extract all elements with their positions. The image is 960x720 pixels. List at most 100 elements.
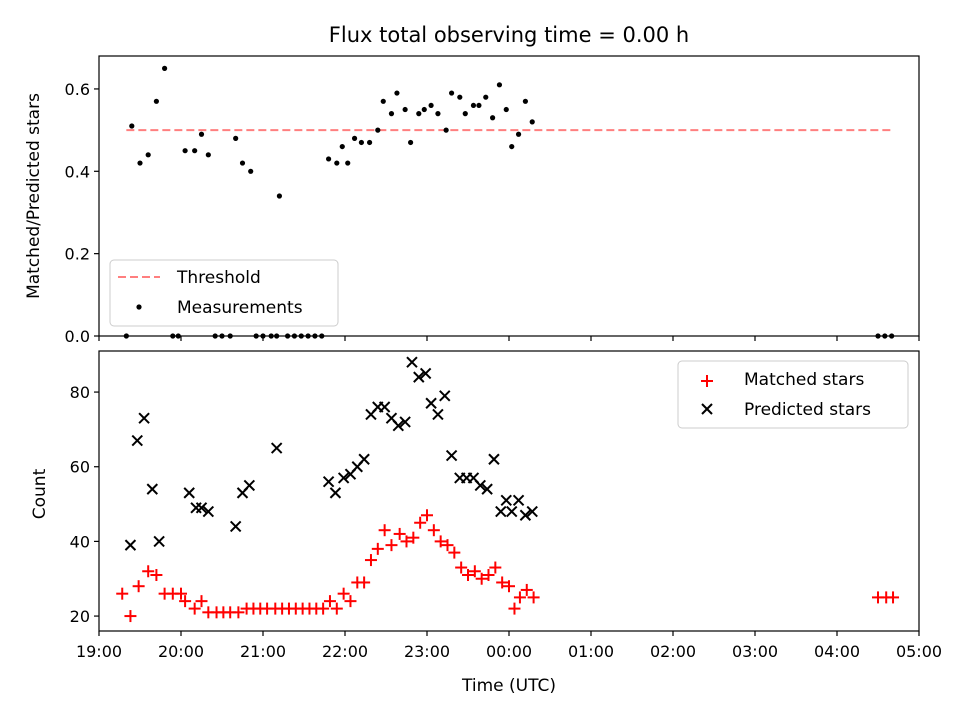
matched-star-point: [400, 535, 413, 548]
top-y-axis-ticks: 0.0 0.2 0.4 0.6: [65, 80, 99, 346]
predicted-star-point: [195, 502, 208, 514]
matched-star-point: [448, 546, 461, 559]
measurement-point: [529, 119, 535, 125]
measurement-point: [388, 111, 395, 117]
predicted-star-point: [243, 479, 256, 492]
measurement-point: [490, 115, 496, 121]
measurement-point: [192, 148, 198, 154]
measurement-point: [367, 139, 373, 146]
matched-star-point: [393, 527, 406, 540]
legend-predicted-swatch: [701, 403, 713, 415]
measurement-point: [394, 90, 400, 96]
predicted-star-point: [445, 449, 458, 462]
matched-star-point: [330, 602, 343, 615]
top-y-tick-label: 0.4: [65, 162, 90, 181]
predicted-star-point: [406, 356, 418, 368]
predicted-star-point: [432, 408, 444, 421]
predicted-star-point: [495, 505, 507, 518]
matched-star-point: [378, 524, 391, 537]
matched-star-point: [520, 583, 533, 596]
matched-star-point: [427, 524, 440, 537]
matched-star-point: [150, 569, 163, 581]
predicted-star-point: [506, 505, 518, 518]
predicted-star-point: [153, 535, 165, 548]
predicted-star-point: [138, 412, 150, 424]
matched-star-point: [232, 606, 245, 619]
predicted-star-point: [500, 494, 512, 507]
matched-star-point: [132, 580, 145, 593]
measurement-point: [428, 102, 434, 109]
bottom-y-axis-label: Count: [30, 468, 50, 519]
measurement-point: [470, 102, 477, 109]
measurement-point: [198, 131, 205, 137]
predicted-star-point: [202, 505, 215, 518]
measurement-point: [351, 135, 358, 141]
x-tick-label: 05:00: [896, 642, 942, 661]
bottom-y-tick-label: 20: [70, 607, 90, 626]
measurement-point: [248, 168, 254, 174]
matched-star-point: [475, 572, 488, 585]
legend-measurements-swatch: [136, 304, 142, 310]
measurement-point: [145, 152, 151, 158]
predicted-star-point: [488, 453, 500, 465]
matched-star-point: [887, 591, 900, 604]
measurement-point: [334, 160, 340, 166]
x-tick-label: 22:00: [322, 642, 368, 661]
x-tick-label: 20:00: [158, 642, 204, 661]
predicted-star-point: [439, 390, 451, 402]
predicted-star-point: [481, 483, 493, 495]
matched-star-point: [175, 587, 187, 600]
measurement-point: [239, 160, 246, 166]
bottom-x-axis-ticks: 19:00 20:00 21:00 22:00 23:00 00:00 01:00 02:00…: [76, 631, 942, 661]
legend-matched-swatch: [701, 375, 713, 387]
measurement-point: [276, 193, 282, 199]
matched-star-point: [358, 576, 371, 589]
x-tick-label: 21:00: [240, 642, 286, 661]
matched-star-point: [195, 595, 208, 608]
bottom-y-tick-label: 60: [70, 458, 90, 477]
matched-star-point: [179, 595, 192, 608]
legend-measurements-label: Measurements: [177, 298, 303, 318]
matched-stars-layer: [116, 509, 900, 623]
matched-star-point: [503, 580, 515, 593]
matched-star-point: [124, 610, 137, 623]
predicted-star-point: [512, 494, 525, 507]
predicted-star-point: [229, 520, 242, 533]
measurement-point: [326, 156, 332, 162]
bottom-y-tick-label: 40: [70, 532, 90, 551]
x-axis-label: Time (UTC): [461, 676, 556, 696]
bottom-y-axis-ticks: 20 40 60 80: [70, 383, 99, 626]
legend-predicted-label: Predicted stars: [744, 400, 871, 420]
bottom-y-tick-label: 80: [70, 383, 90, 402]
predicted-star-point: [399, 416, 411, 428]
bottom-panel: 20 40 60 80 19:00 20:00 21:00 22:00 23:00 00:00 0…: [30, 350, 942, 696]
top-y-tick-label: 0.0: [65, 327, 90, 346]
measurement-point: [416, 111, 422, 117]
measurement-point: [153, 98, 159, 104]
x-tick-label: 01:00: [568, 642, 614, 661]
matched-star-point: [421, 509, 433, 522]
matched-star-point: [441, 539, 454, 552]
predicted-star-point: [519, 509, 532, 521]
measurement-point: [345, 160, 351, 166]
measurement-point: [233, 135, 239, 141]
x-tick-label: 00:00: [486, 642, 532, 661]
matched-star-point: [142, 565, 155, 578]
matched-star-point: [317, 602, 330, 615]
measurement-point: [421, 106, 427, 113]
matched-star-point: [462, 569, 474, 581]
measurement-point: [509, 143, 515, 150]
measurement-point: [129, 123, 135, 129]
measurement-point: [462, 111, 468, 117]
measurement-point: [137, 160, 143, 166]
legend-threshold-label: Threshold: [176, 268, 261, 288]
top-x-axis-ticks: [98, 336, 920, 341]
matched-star-point: [527, 591, 540, 604]
top-y-tick-label: 0.6: [65, 80, 90, 99]
predicted-star-point: [337, 472, 350, 484]
matched-star-point: [468, 565, 481, 578]
matched-star-point: [455, 561, 468, 574]
matched-star-point: [344, 595, 357, 608]
matched-star-point: [513, 591, 526, 604]
